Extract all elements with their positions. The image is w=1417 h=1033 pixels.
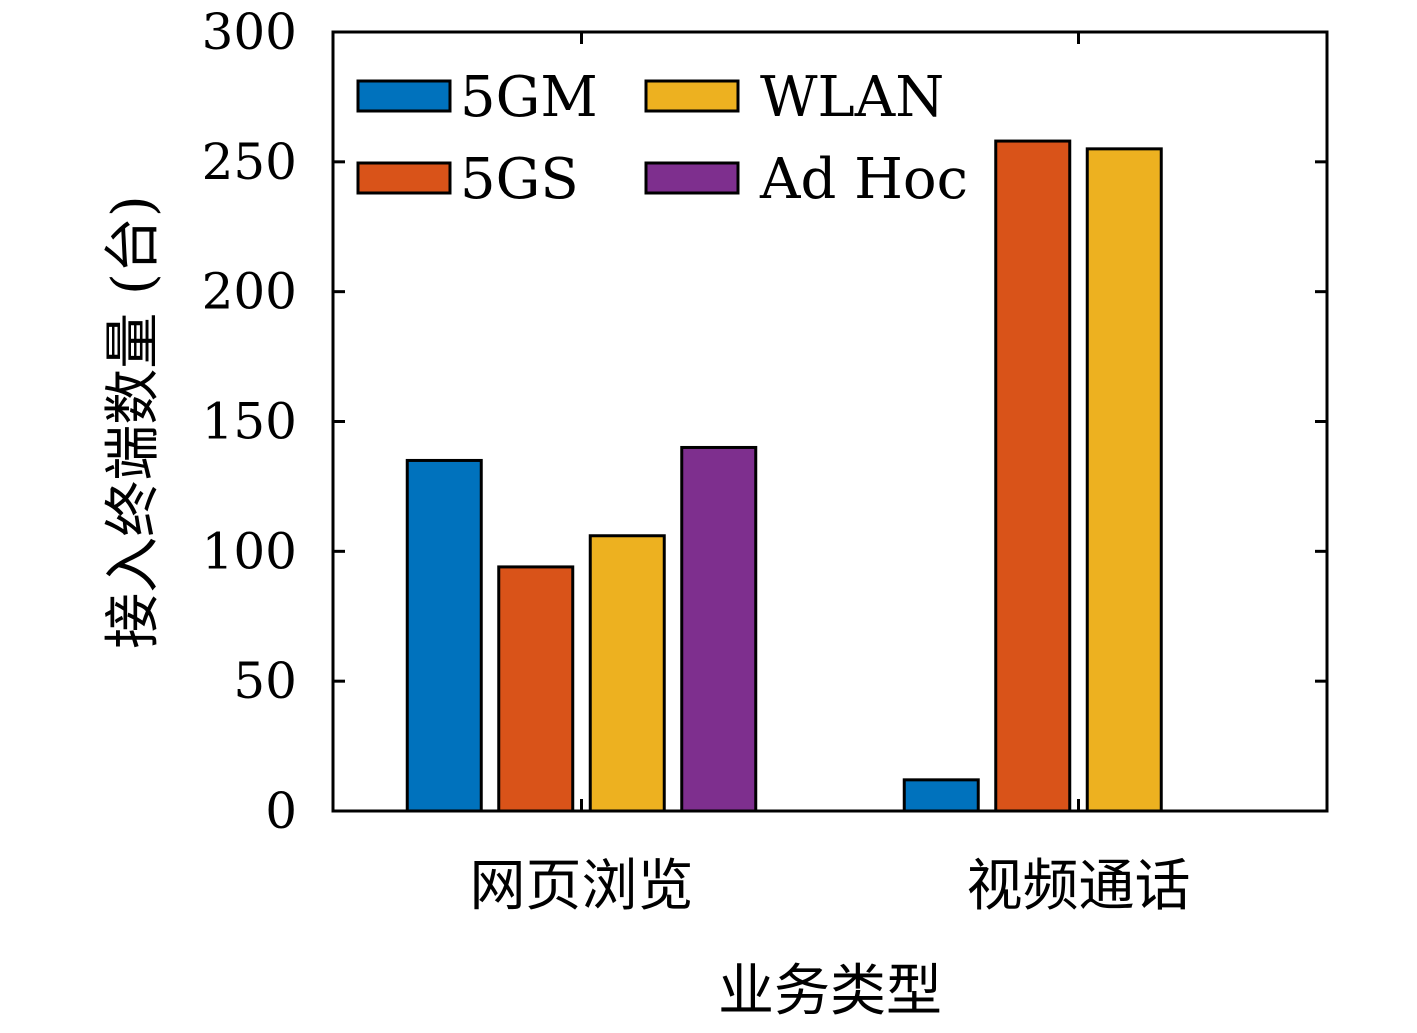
y-axis-title: 接入终端数量 (台)	[101, 195, 166, 649]
bars-layer	[405, 139, 1163, 813]
legend-swatch-5gs	[356, 161, 452, 195]
y-tick-label: 250	[202, 133, 297, 191]
y-tick-label: 50	[233, 652, 297, 710]
ticks-layer: 0 50 100 150 200 250 300 网页浏览 视频通话	[202, 3, 1327, 919]
legend-label: 5GM	[460, 65, 598, 130]
bar-5gm-0	[405, 458, 483, 813]
y-tick-label: 150	[202, 393, 297, 451]
bar-5gs-1	[994, 139, 1072, 813]
legend-label: 5GS	[460, 147, 579, 212]
bar-wlan-1	[1085, 147, 1163, 813]
y-tick-label: 100	[202, 522, 297, 580]
legend-swatch-5gm	[356, 79, 452, 113]
bar-wlan-0	[588, 534, 666, 813]
bar-ad-hoc-0	[680, 445, 758, 813]
y-tick-label: 0	[265, 782, 297, 840]
legend-label: Ad Hoc	[759, 147, 968, 212]
bar-5gs-0	[497, 565, 575, 813]
bar-5gm-1	[902, 778, 980, 813]
legend: 5GM 5GS WLAN Ad Hoc	[356, 65, 968, 212]
x-category-label: 视频通话	[967, 854, 1191, 919]
x-category-label: 网页浏览	[470, 854, 694, 919]
legend-label: WLAN	[760, 65, 944, 130]
y-tick-label: 300	[202, 3, 297, 61]
legend-swatch-ad-hoc	[644, 161, 740, 195]
y-tick-label: 200	[202, 263, 297, 321]
legend-swatch-wlan	[644, 79, 740, 113]
x-axis-title: 业务类型	[718, 959, 942, 1024]
